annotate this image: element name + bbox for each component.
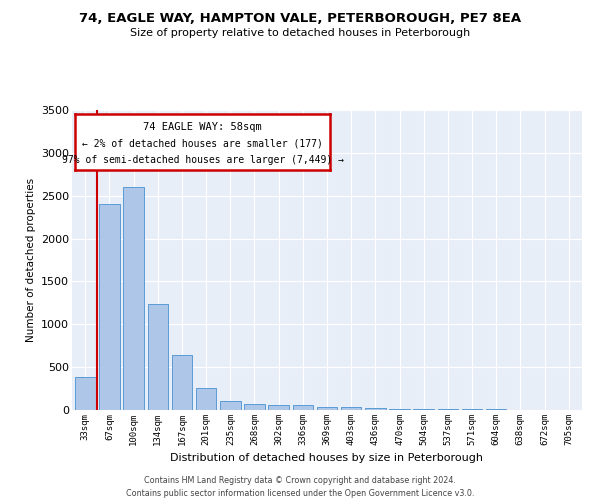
X-axis label: Distribution of detached houses by size in Peterborough: Distribution of detached houses by size … [170, 454, 484, 464]
Text: 74 EAGLE WAY: 58sqm: 74 EAGLE WAY: 58sqm [143, 122, 262, 132]
Bar [413, 409, 434, 410]
Bar [293, 406, 313, 410]
Bar [389, 408, 410, 410]
Text: 74, EAGLE WAY, HAMPTON VALE, PETERBOROUGH, PE7 8EA: 74, EAGLE WAY, HAMPTON VALE, PETERBOROUG… [79, 12, 521, 26]
Bar [220, 402, 241, 410]
Bar [365, 408, 386, 410]
Bar [341, 407, 361, 410]
Bar [268, 405, 289, 410]
Text: Contains HM Land Registry data © Crown copyright and database right 2024.
Contai: Contains HM Land Registry data © Crown c… [126, 476, 474, 498]
Bar [196, 388, 217, 410]
Bar [244, 404, 265, 410]
Bar [317, 406, 337, 410]
Bar [99, 204, 120, 410]
Text: 97% of semi-detached houses are larger (7,449) →: 97% of semi-detached houses are larger (… [62, 155, 343, 165]
Bar [172, 355, 192, 410]
Text: Size of property relative to detached houses in Peterborough: Size of property relative to detached ho… [130, 28, 470, 38]
Bar [148, 304, 168, 410]
Bar [75, 376, 95, 410]
Y-axis label: Number of detached properties: Number of detached properties [26, 178, 35, 342]
Text: ← 2% of detached houses are smaller (177): ← 2% of detached houses are smaller (177… [82, 138, 323, 148]
Bar [124, 187, 144, 410]
Bar [437, 409, 458, 410]
